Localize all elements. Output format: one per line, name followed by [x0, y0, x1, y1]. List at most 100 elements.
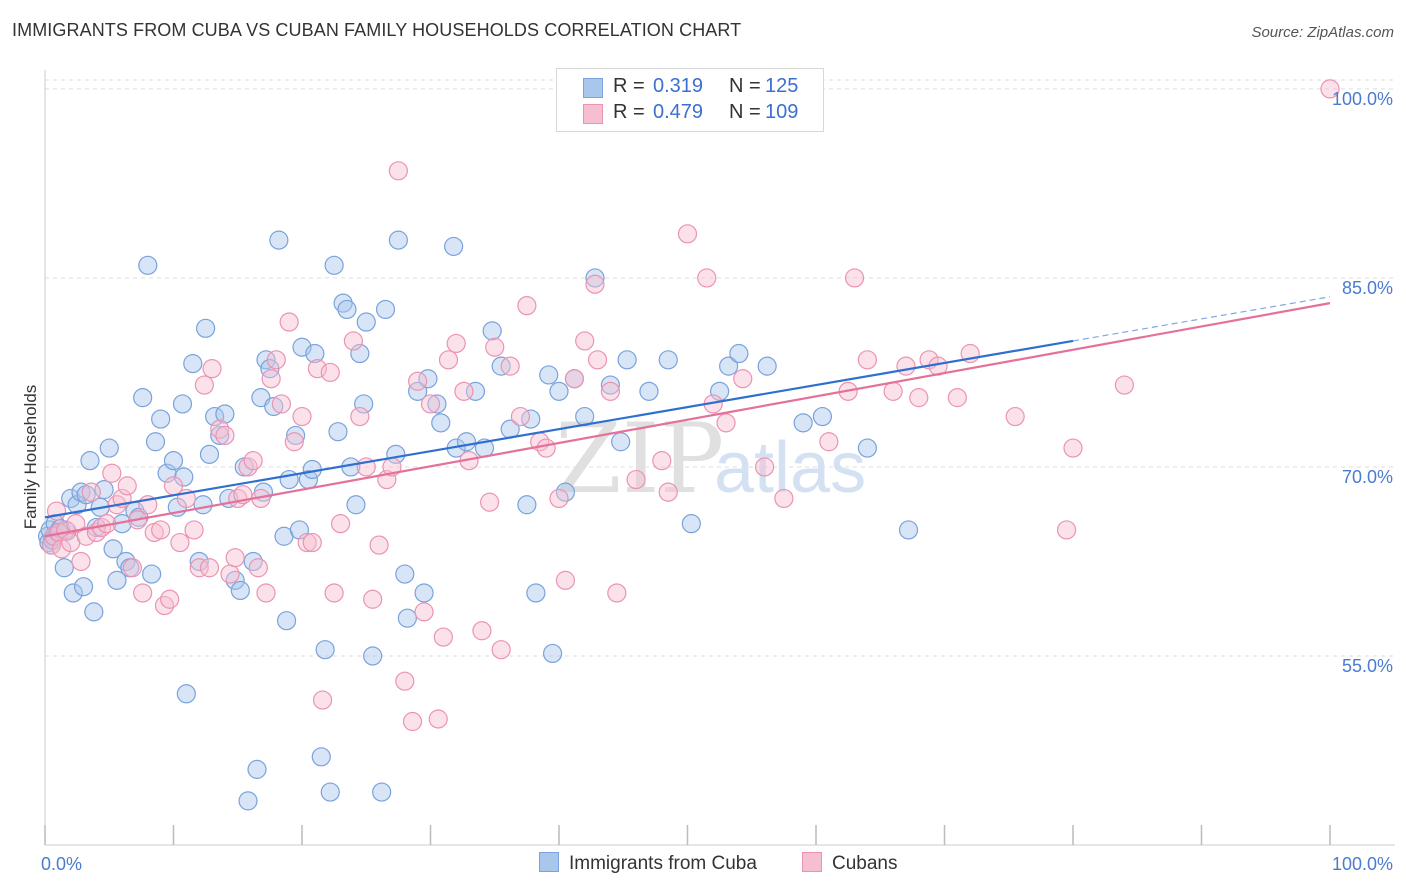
point-cuba-immigrants — [444, 236, 464, 257]
point-cubans — [271, 394, 292, 414]
point-cuba-immigrants — [247, 759, 267, 779]
x-tick-label-max: 100.0% — [1332, 854, 1393, 874]
legend-r-value: 0.319 — [653, 75, 704, 97]
chart-title: IMMIGRANTS FROM CUBA VS CUBAN FAMILY HOU… — [12, 20, 742, 40]
point-cubans — [491, 640, 511, 660]
point-cuba-immigrants — [539, 365, 559, 385]
point-cubans — [256, 583, 276, 603]
point-cubans — [133, 583, 153, 603]
trend-line-cuba-immigrants — [44, 339, 1074, 519]
point-cubans — [428, 709, 448, 729]
point-cubans — [343, 331, 363, 351]
point-cuba-immigrants — [183, 354, 203, 374]
point-cubans — [302, 532, 322, 553]
point-cuba-immigrants — [414, 583, 434, 603]
point-cubans — [81, 482, 101, 502]
point-cuba-immigrants — [199, 444, 220, 464]
point-cubans — [202, 359, 222, 379]
point-cubans — [626, 469, 646, 490]
point-cubans — [225, 548, 245, 568]
point-cuba-immigrants — [328, 422, 348, 442]
point-cubans — [194, 375, 214, 395]
point-cuba-immigrants — [427, 394, 447, 414]
point-cubans — [395, 671, 415, 691]
point-cubans — [446, 333, 466, 354]
watermark: ZIP atlas — [555, 403, 866, 515]
point-cubans — [896, 356, 916, 376]
point-cubans — [369, 535, 389, 555]
point-cuba-immigrants — [230, 580, 250, 601]
point-cuba-immigrants — [210, 425, 230, 446]
point-cubans — [184, 520, 204, 540]
legend-n-label: N = — [729, 101, 761, 123]
point-cubans — [408, 371, 428, 391]
point-cubans — [238, 457, 258, 477]
point-cubans — [517, 296, 537, 316]
point-cubans — [189, 558, 209, 578]
legend-n-value: 125 — [765, 75, 799, 97]
point-cubans — [510, 406, 531, 427]
point-cuba-immigrants — [350, 343, 370, 364]
point-cubans — [909, 388, 929, 408]
point-cubans — [697, 268, 717, 288]
point-cubans — [284, 432, 304, 452]
point-cubans — [472, 621, 492, 641]
point-cubans — [677, 224, 698, 244]
point-cuba-immigrants — [279, 469, 299, 490]
source-credit: Source: ZipAtlas.com — [1251, 24, 1394, 41]
point-cubans — [564, 369, 585, 389]
point-cuba-immigrants — [315, 640, 335, 660]
point-cubans — [71, 551, 91, 572]
series-legend-item-cubans[interactable]: Cubans — [802, 852, 898, 875]
point-cuba-immigrants — [84, 602, 104, 622]
point-cuba-immigrants — [517, 495, 537, 515]
point-cubans — [76, 526, 96, 546]
point-cubans — [297, 532, 317, 553]
series-legend-item-cuba-immigrants[interactable]: Immigrants from Cuba — [539, 852, 757, 875]
point-cubans — [248, 558, 268, 578]
point-cubans — [160, 589, 180, 609]
point-cubans — [438, 350, 459, 370]
point-cuba-immigrants — [225, 570, 245, 590]
point-cuba-immigrants — [176, 684, 196, 704]
point-cubans — [324, 583, 344, 603]
watermark-atlas: atlas — [714, 428, 866, 508]
point-cuba-immigrants — [465, 381, 486, 401]
x-tick-label-min: 0.0% — [41, 854, 82, 874]
point-cubans — [947, 388, 967, 408]
point-cuba-immigrants — [388, 230, 408, 250]
point-cuba-immigrants — [363, 646, 383, 666]
point-cuba-immigrants — [431, 413, 451, 433]
point-cubans — [151, 520, 171, 540]
y-axis-title: Family Households — [21, 385, 40, 530]
point-cuba-immigrants — [54, 558, 74, 578]
point-cubans — [279, 312, 299, 332]
point-cuba-immigrants — [99, 438, 119, 458]
point-cubans — [819, 432, 839, 452]
point-cuba-immigrants — [103, 539, 123, 559]
point-cubans — [215, 425, 235, 446]
point-cubans — [388, 161, 408, 181]
point-cubans — [66, 514, 86, 534]
point-cubans — [117, 476, 137, 496]
point-cubans — [500, 356, 520, 376]
point-cubans — [1005, 406, 1025, 427]
watermark-zip: ZIP — [555, 403, 724, 515]
point-cuba-immigrants — [812, 406, 833, 427]
point-cuba-immigrants — [196, 318, 216, 338]
legend-r-label: R = — [613, 75, 645, 97]
point-cubans — [536, 438, 556, 458]
point-cubans — [607, 583, 627, 603]
point-cuba-immigrants — [107, 570, 127, 590]
point-cubans — [1063, 438, 1083, 458]
point-cuba-immigrants — [710, 381, 730, 401]
point-cuba-immigrants — [243, 551, 263, 572]
series-legend: Immigrants from Cuba Cubans — [0, 852, 1406, 878]
point-cubans — [587, 350, 608, 370]
y-tick-label: 55.0% — [1342, 656, 1393, 676]
point-cubans — [414, 602, 434, 622]
point-cubans — [261, 369, 281, 389]
point-cubans — [102, 463, 122, 483]
point-cuba-immigrants — [285, 425, 306, 446]
point-cubans — [307, 359, 328, 379]
